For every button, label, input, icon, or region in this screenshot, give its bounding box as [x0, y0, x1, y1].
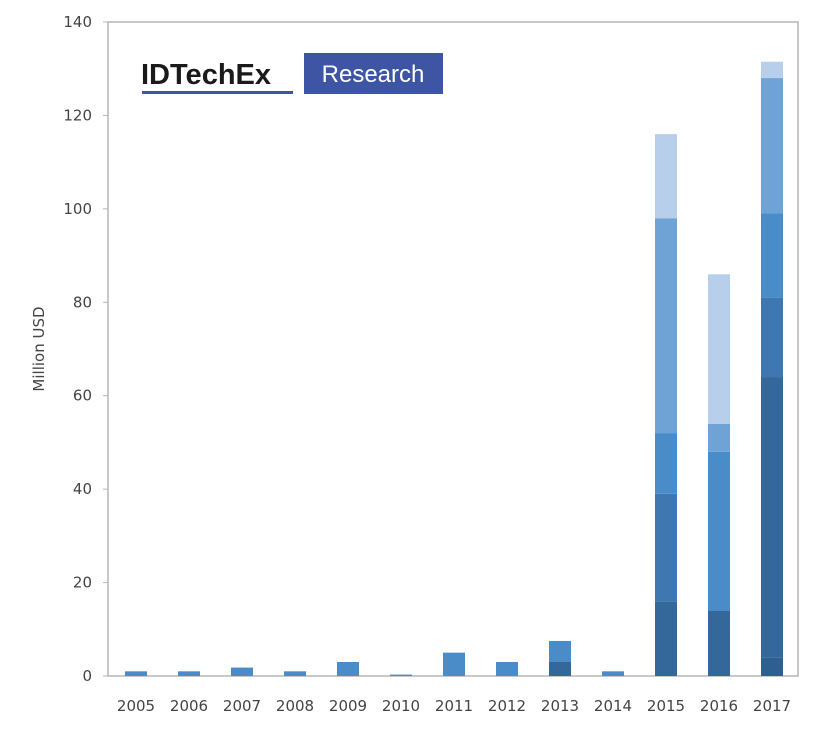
bars-layer	[125, 61, 783, 676]
x-tick-label: 2007	[223, 697, 261, 715]
x-tick-label: 2008	[276, 697, 314, 715]
logo-underline	[142, 91, 293, 94]
bar-segment	[443, 652, 465, 676]
bar-segment	[761, 78, 783, 214]
x-tick-label: 2011	[435, 697, 473, 715]
x-tick-label: 2014	[594, 697, 632, 715]
x-tick-label: 2013	[541, 697, 579, 715]
idtechex-logo: IDTechEx Research	[141, 53, 443, 94]
bar-segment	[390, 674, 412, 676]
y-axis-ticks: 0 20 40 60 80 100 120 140	[63, 13, 108, 685]
x-tick-label: 2016	[700, 697, 738, 715]
bar-segment	[761, 297, 783, 378]
bar-segment	[708, 274, 730, 424]
bar-segment	[655, 218, 677, 434]
plot-frame	[107, 21, 799, 677]
y-tick-label: 60	[73, 387, 92, 405]
x-tick-label: 2017	[753, 697, 791, 715]
bar-segment	[708, 451, 730, 611]
bar-segment	[655, 433, 677, 494]
bar-segment	[125, 671, 147, 676]
bar-segment	[655, 134, 677, 219]
y-tick-label: 100	[63, 200, 92, 218]
bar-segment	[761, 657, 783, 676]
bar-segment	[549, 640, 571, 662]
logo-badge-text: Research	[322, 61, 425, 88]
y-tick-label: 80	[73, 293, 92, 311]
bar-segment	[284, 671, 306, 676]
y-tick-label: 0	[82, 667, 92, 685]
x-tick-label: 2010	[382, 697, 420, 715]
bar-segment	[761, 213, 783, 298]
x-tick-label: 2012	[488, 697, 526, 715]
bar-segment	[178, 671, 200, 676]
y-tick-label: 120	[63, 106, 92, 124]
x-tick-label: 2005	[117, 697, 155, 715]
bar-segment	[337, 661, 359, 676]
logo-badge	[304, 53, 443, 94]
bar-segment	[708, 423, 730, 452]
y-tick-label: 140	[63, 13, 92, 31]
x-tick-label: 2006	[170, 697, 208, 715]
bar-segment	[602, 671, 624, 676]
bar-segment	[761, 61, 783, 79]
x-tick-label: 2009	[329, 697, 367, 715]
bar-segment	[496, 661, 518, 676]
bar-segment	[549, 661, 571, 676]
y-tick-label: 20	[73, 574, 92, 592]
x-axis-ticks: 2005 2006 2007 2008 2009 2010 2011 2012 2013 2014…	[117, 697, 791, 715]
bar-segment	[655, 601, 677, 676]
bar-segment	[761, 377, 783, 658]
x-tick-label: 2015	[647, 697, 685, 715]
y-tick-label: 40	[73, 480, 92, 498]
logo-brand-text: IDTechEx	[141, 59, 271, 91]
y-axis-label: Million USD	[30, 306, 48, 391]
bar-segment	[655, 493, 677, 602]
bar-segment	[708, 610, 730, 676]
bar-segment	[231, 667, 253, 676]
